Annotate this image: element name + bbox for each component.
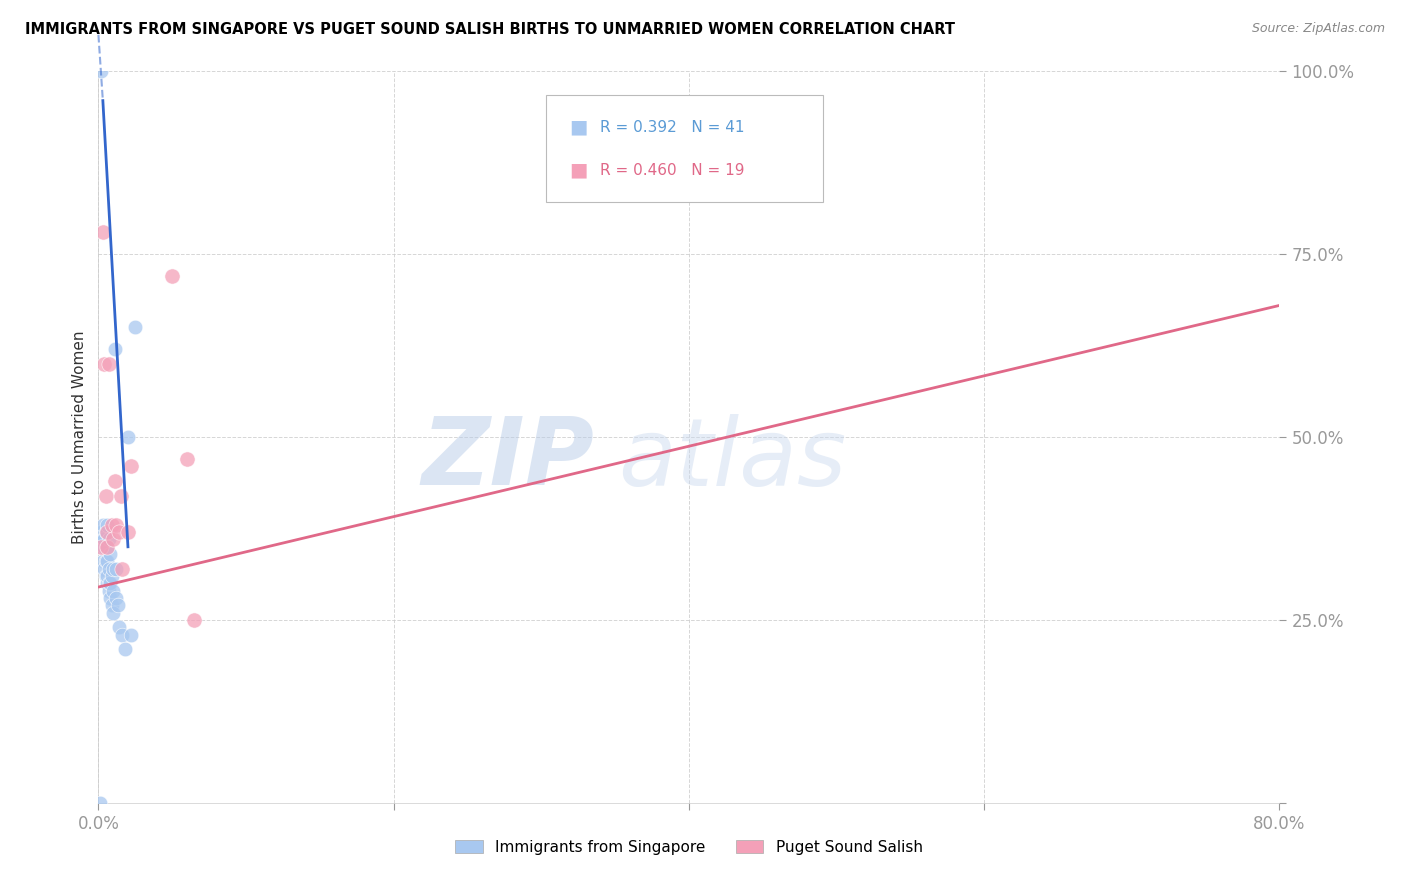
Point <box>93 357 115 371</box>
Point <box>94 554 117 568</box>
Point <box>97 357 120 371</box>
Point <box>117 430 139 444</box>
Point <box>96 576 118 591</box>
Point <box>90 525 112 540</box>
Point <box>96 517 118 532</box>
Point <box>91 533 114 547</box>
Point <box>108 620 131 634</box>
Point <box>104 343 127 357</box>
Point <box>100 517 122 532</box>
Point <box>100 599 122 613</box>
Point <box>176 452 198 467</box>
Point <box>97 583 120 598</box>
Point <box>183 613 205 627</box>
Point <box>98 576 121 591</box>
Point <box>117 525 139 540</box>
Legend: Immigrants from Singapore, Puget Sound Salish: Immigrants from Singapore, Puget Sound S… <box>449 834 929 861</box>
Point <box>124 320 146 334</box>
Point <box>105 591 128 605</box>
Y-axis label: Births to Unmarried Women: Births to Unmarried Women <box>72 330 87 544</box>
Point <box>96 540 118 554</box>
Point <box>93 540 115 554</box>
Point <box>90 540 112 554</box>
Point <box>103 533 125 547</box>
Point <box>97 533 120 547</box>
Point <box>104 474 127 488</box>
Point <box>94 569 117 583</box>
Point <box>103 606 125 620</box>
Point <box>162 269 183 284</box>
Point <box>111 627 134 641</box>
Point <box>97 576 120 591</box>
Point <box>103 562 125 576</box>
Point <box>98 591 121 605</box>
Point <box>96 554 118 568</box>
Point <box>105 517 128 532</box>
Point <box>98 547 121 561</box>
Point <box>114 642 136 657</box>
Text: ZIP: ZIP <box>422 413 595 505</box>
Point <box>96 540 118 554</box>
Point <box>97 562 120 576</box>
Point <box>90 540 112 554</box>
Text: ■: ■ <box>569 161 588 179</box>
Point <box>93 562 115 576</box>
Point <box>103 583 125 598</box>
Point <box>120 627 142 641</box>
Point <box>89 796 111 810</box>
Text: atlas: atlas <box>619 414 846 505</box>
Point <box>100 569 122 583</box>
Point <box>105 562 128 576</box>
Text: IMMIGRANTS FROM SINGAPORE VS PUGET SOUND SALISH BIRTHS TO UNMARRIED WOMEN CORREL: IMMIGRANTS FROM SINGAPORE VS PUGET SOUND… <box>25 22 955 37</box>
Point <box>94 525 117 540</box>
Point <box>110 489 132 503</box>
Text: ■: ■ <box>569 118 588 136</box>
Point <box>91 554 114 568</box>
Point <box>94 489 117 503</box>
Point <box>107 599 129 613</box>
Point <box>108 525 131 540</box>
Point <box>93 533 115 547</box>
Text: Source: ZipAtlas.com: Source: ZipAtlas.com <box>1251 22 1385 36</box>
Point <box>91 225 114 239</box>
Point <box>96 569 118 583</box>
Point <box>94 540 117 554</box>
Point <box>120 459 142 474</box>
Point <box>91 517 114 532</box>
Point <box>90 64 112 78</box>
Point <box>96 525 118 540</box>
Text: R = 0.460   N = 19: R = 0.460 N = 19 <box>600 162 745 178</box>
Text: R = 0.392   N = 41: R = 0.392 N = 41 <box>600 120 745 135</box>
Point <box>111 562 134 576</box>
